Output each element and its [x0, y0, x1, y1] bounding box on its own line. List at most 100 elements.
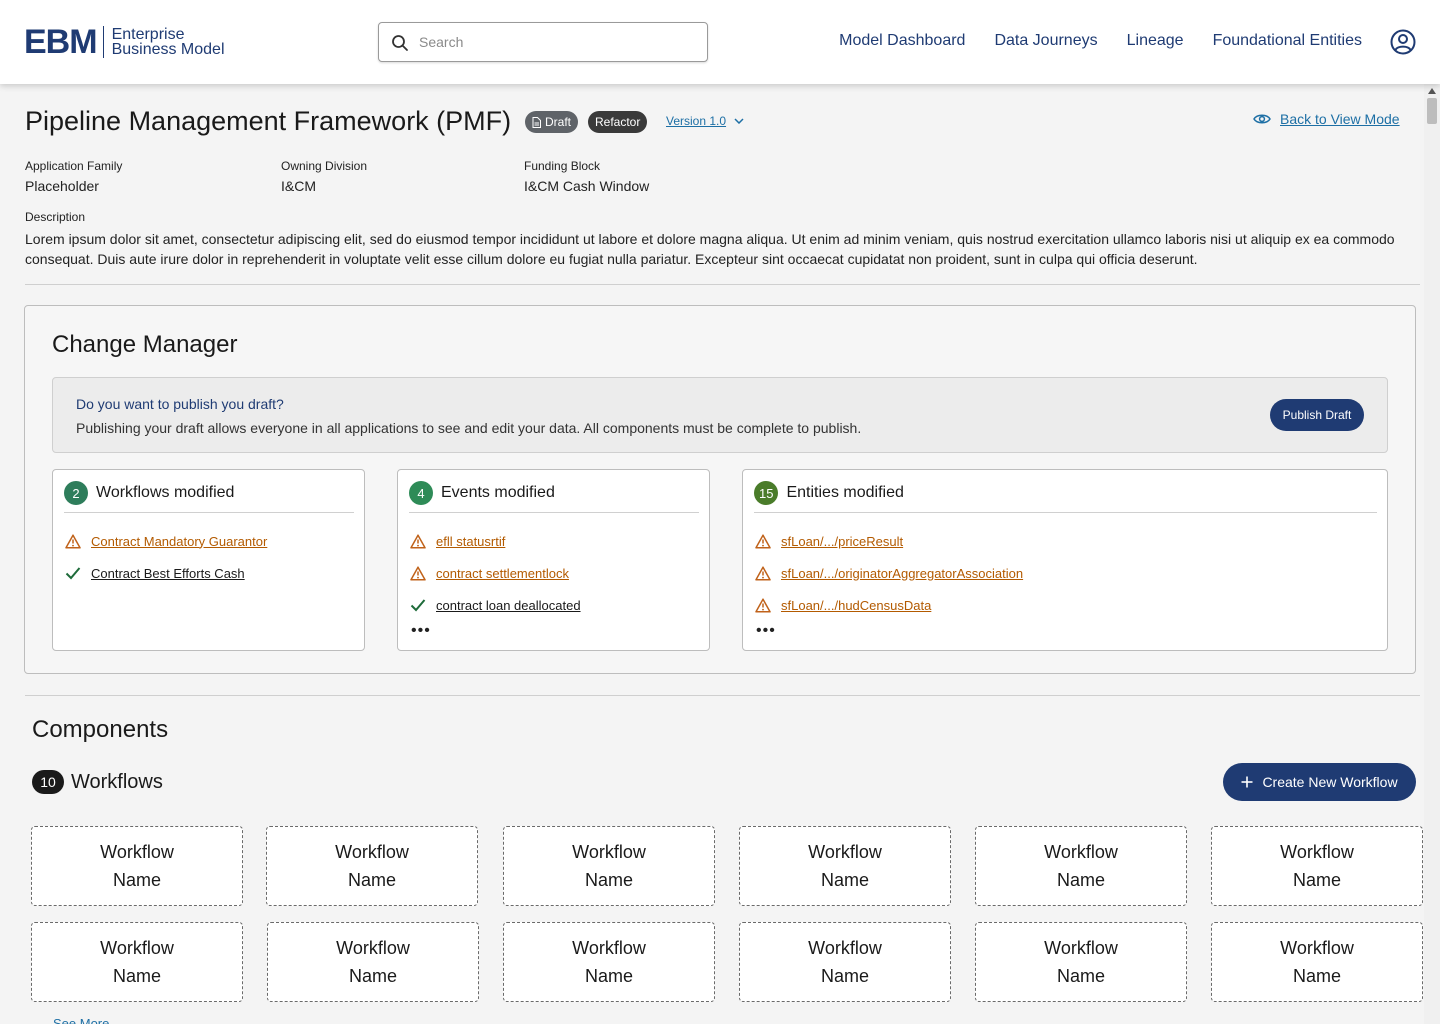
logo-divider	[102, 26, 104, 58]
workflow-card[interactable]: Workflow Name	[31, 826, 243, 906]
workflow-card[interactable]: Workflow Name	[739, 826, 951, 906]
divider	[25, 284, 1420, 285]
item-link[interactable]: sfLoan/.../priceResult	[781, 533, 904, 549]
workflow-name-line: Workflow	[1044, 938, 1118, 958]
refactor-badge: Refactor	[588, 111, 648, 133]
item-link[interactable]: contract settlementlock	[436, 565, 569, 581]
workflows-title: Workflows	[71, 770, 163, 793]
item-link[interactable]: Contract Mandatory Guarantor	[91, 533, 268, 549]
item-link[interactable]: efll statusrtif	[436, 533, 506, 549]
divider	[25, 695, 1420, 696]
workflow-name-line: Name	[584, 870, 633, 890]
version-label: Version 1.0	[666, 114, 727, 128]
workflow-card[interactable]: Workflow Name	[975, 922, 1187, 1002]
list-item: sfLoan/.../priceResult	[755, 530, 1023, 552]
field-label: Owning Division	[281, 159, 368, 173]
version-select[interactable]: Version 1.0	[666, 114, 744, 128]
workflow-name-line: Name	[1292, 870, 1341, 890]
workflow-name-line: Workflow	[336, 938, 410, 958]
field-value: Placeholder	[25, 178, 99, 194]
card-header: 2 Workflows modified	[64, 481, 234, 505]
workflow-card[interactable]: Workflow Name	[739, 922, 951, 1002]
workflows-header: 10 Workflows	[32, 770, 163, 794]
modified-list: efll statusrtif contract settlementlock …	[410, 530, 581, 626]
nav-data-journeys[interactable]: Data Journeys	[994, 32, 1098, 49]
workflow-card[interactable]: Workflow Name	[503, 922, 715, 1002]
draft-badge-label: Draft	[545, 115, 572, 129]
change-manager-panel: Change Manager Do you want to publish yo…	[24, 305, 1416, 674]
workflow-card[interactable]: Workflow Name	[266, 826, 478, 906]
workflows-count-badge: 10	[32, 770, 64, 794]
search-icon	[392, 35, 408, 51]
create-new-workflow-button[interactable]: Create New Workflow	[1223, 763, 1416, 801]
workflow-name-line: Name	[820, 966, 869, 986]
warning-icon	[755, 565, 771, 581]
workflow-card[interactable]: Workflow Name	[1211, 922, 1423, 1002]
create-workflow-label: Create New Workflow	[1262, 774, 1398, 790]
description-label: Description	[25, 210, 86, 224]
logo-mark: EBM	[24, 23, 98, 61]
field-value: I&CM Cash Window	[524, 178, 650, 194]
workflow-name-line: Workflow	[572, 938, 646, 958]
workflows-modified-card: 2 Workflows modified Contract Mandatory …	[52, 469, 365, 651]
card-divider	[409, 512, 699, 513]
list-item: Contract Mandatory Guarantor	[65, 530, 267, 552]
search-box	[378, 22, 708, 62]
events-modified-card: 4 Events modified efll statusrtif contra…	[397, 469, 710, 651]
workflow-card[interactable]: Workflow Name	[1211, 826, 1423, 906]
warning-icon	[755, 533, 771, 549]
page-title: Pipeline Management Framework (PMF)	[25, 106, 512, 136]
checkmark-icon	[410, 599, 426, 612]
workflow-name-line: Workflow	[100, 938, 174, 958]
back-to-view-mode-link[interactable]: Back to View Mode	[1253, 111, 1400, 127]
workflow-name-line: Workflow	[1280, 938, 1354, 958]
warning-icon	[65, 533, 81, 549]
scroll-thumb[interactable]	[1427, 98, 1437, 124]
page-scrollbar[interactable]	[1424, 84, 1440, 1024]
item-link[interactable]: sfLoan/.../originatorAggregatorAssociati…	[781, 565, 1024, 581]
list-item: contract settlementlock	[410, 562, 581, 584]
description-text: Lorem ipsum dolor sit amet, consectetur …	[25, 231, 1395, 267]
warning-icon	[410, 565, 426, 581]
nav-model-dashboard[interactable]: Model Dashboard	[839, 32, 966, 49]
nav-lineage[interactable]: Lineage	[1126, 32, 1184, 49]
list-item: efll statusrtif	[410, 530, 581, 552]
count-badge: 4	[409, 481, 433, 505]
see-more-link[interactable]: See More	[53, 1016, 110, 1024]
workflow-name-line: Workflow	[100, 842, 174, 862]
search-input[interactable]	[419, 31, 689, 53]
ebm-logo[interactable]: EBM Enterprise Business Model	[24, 24, 225, 60]
workflow-name-line: Workflow	[808, 842, 882, 862]
nav-foundational-entities[interactable]: Foundational Entities	[1212, 32, 1362, 49]
card-header: 15 Entities modified	[754, 481, 904, 505]
card-title: Entities modified	[786, 484, 904, 501]
item-link[interactable]: Contract Best Efforts Cash	[91, 565, 245, 581]
publish-draft-button[interactable]: Publish Draft	[1270, 399, 1364, 431]
workflow-card[interactable]: Workflow Name	[267, 922, 479, 1002]
scroll-up-arrow[interactable]	[1428, 88, 1436, 94]
more-items-ellipsis[interactable]: •••	[756, 622, 776, 639]
document-icon	[532, 116, 541, 128]
field-label: Funding Block	[524, 159, 601, 173]
refactor-badge-label: Refactor	[595, 115, 641, 129]
application-family-field: Application Family Placeholder	[25, 158, 122, 194]
more-items-ellipsis[interactable]: •••	[411, 622, 431, 639]
components-title: Components	[32, 716, 169, 743]
list-item: sfLoan/.../originatorAggregatorAssociati…	[755, 562, 1023, 584]
account-circle-icon[interactable]	[1390, 29, 1416, 55]
list-item: Contract Best Efforts Cash	[65, 562, 267, 584]
publish-question: Do you want to publish you draft?	[76, 396, 284, 412]
item-link[interactable]: contract loan deallocated	[436, 597, 581, 613]
workflow-name-line: Name	[112, 870, 161, 890]
item-link[interactable]: sfLoan/.../hudCensusData	[781, 597, 932, 613]
workflow-name-line: Workflow	[808, 938, 882, 958]
workflow-name-line: Name	[1056, 870, 1105, 890]
count-badge: 15	[754, 481, 779, 505]
modified-list: sfLoan/.../priceResult sfLoan/.../origin…	[755, 530, 1023, 626]
workflow-name-line: Workflow	[335, 842, 409, 862]
workflow-name-line: Name	[820, 870, 869, 890]
workflow-card[interactable]: Workflow Name	[503, 826, 715, 906]
workflow-card[interactable]: Workflow Name	[31, 922, 243, 1002]
workflow-card[interactable]: Workflow Name	[975, 826, 1187, 906]
warning-icon	[755, 597, 771, 613]
